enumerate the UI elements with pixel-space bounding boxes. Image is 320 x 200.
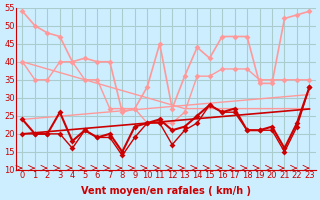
X-axis label: Vent moyen/en rafales ( km/h ): Vent moyen/en rafales ( km/h ) [81, 186, 251, 196]
